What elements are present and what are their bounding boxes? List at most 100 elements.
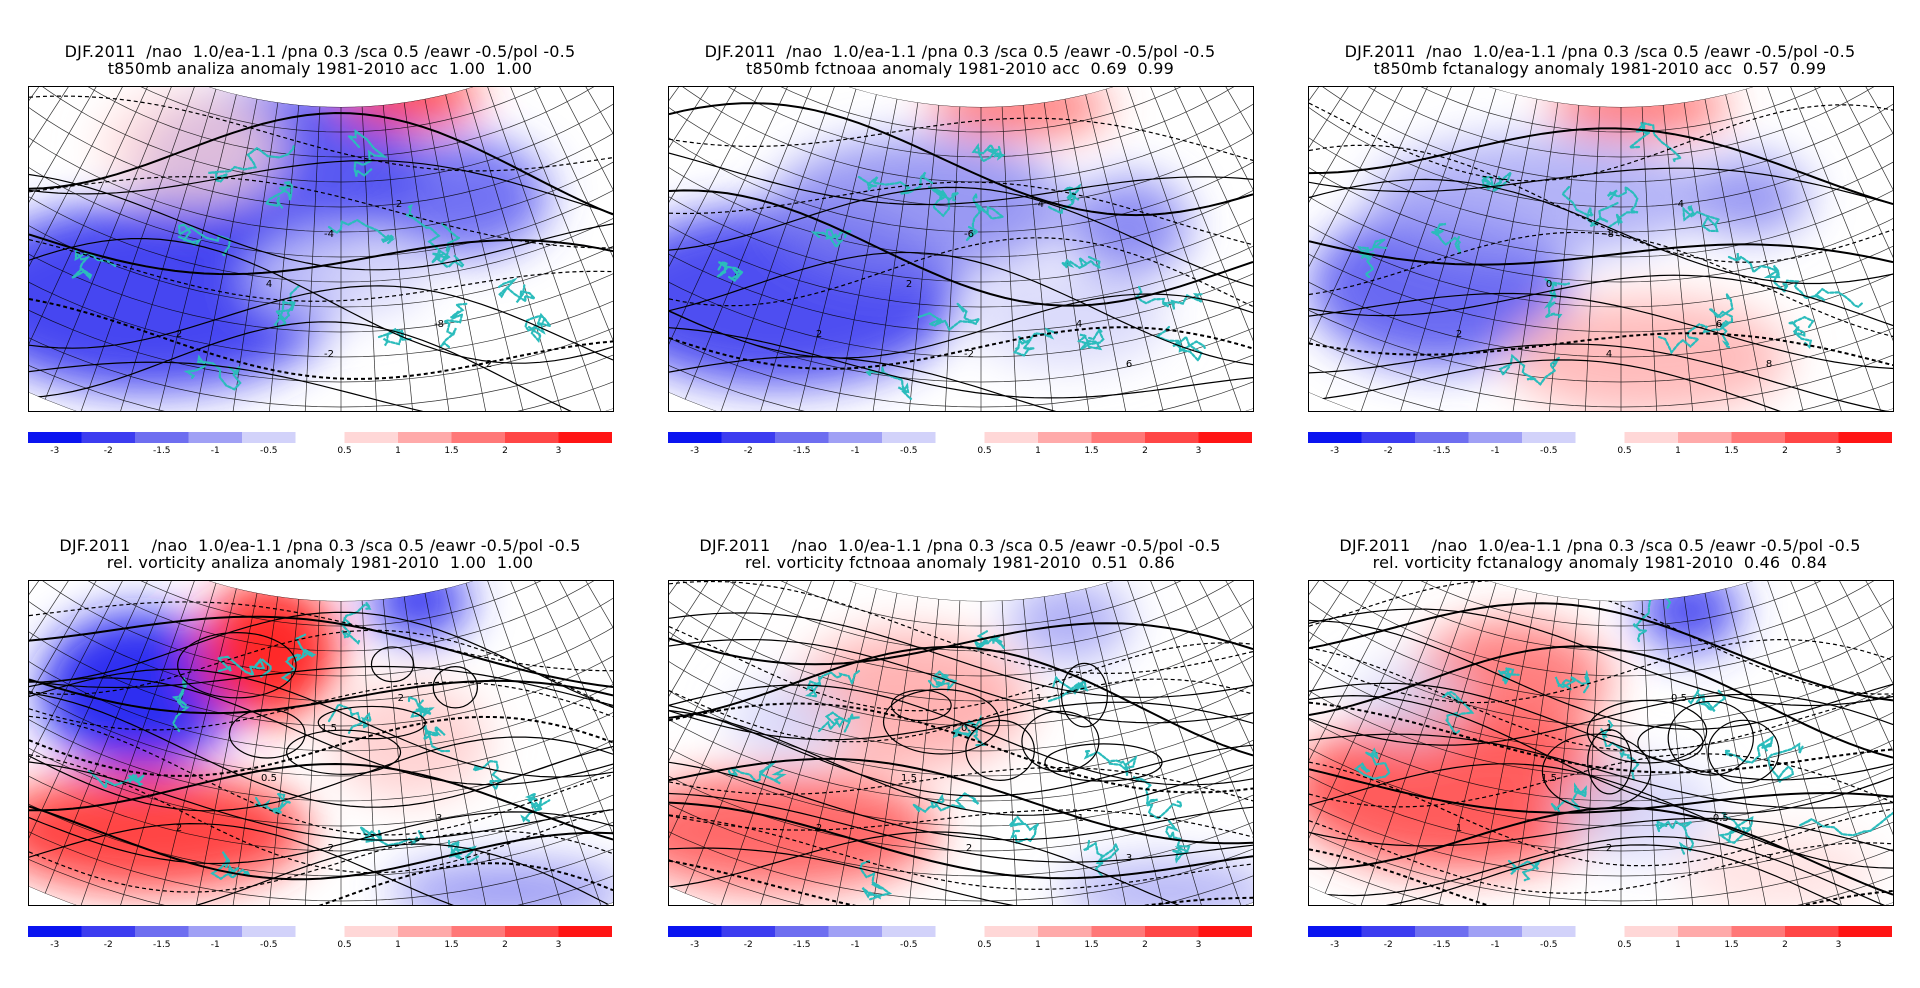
colorbar-label: 2 — [502, 940, 508, 950]
colorbar-swatch — [828, 926, 882, 937]
colorbar-swatch — [984, 432, 1038, 443]
map-panel: DJF.2011 /nao 1.0/ea-1.1 /pna 0.3 /sca 0… — [0, 494, 640, 988]
contour-label: 2 — [816, 329, 822, 340]
map-frame: 0.5 1 1.5 2 -1 3 2 — [668, 580, 1254, 906]
anomaly-region — [29, 771, 309, 891]
colorbar-swatch — [775, 926, 829, 937]
contour-label: -4 — [1674, 199, 1684, 210]
map-plot: 1 0.5 1.5 2 -0.5 3 1 — [1309, 581, 1893, 905]
contour-label: -4 — [1034, 199, 1044, 210]
colorbar-swatch — [1468, 926, 1522, 937]
colorbar-label: 3 — [1195, 940, 1202, 950]
anomaly-region — [199, 581, 339, 721]
map-panel: DJF.2011 /nao 1.0/ea-1.1 /pna 0.3 /sca 0… — [1280, 0, 1920, 494]
colorbar-label: 2 — [502, 446, 508, 456]
colorbar-swatch — [1678, 432, 1732, 443]
colorbar-label: -2 — [743, 940, 753, 950]
contour-lines — [669, 102, 1253, 411]
colorbar-swatch — [1198, 432, 1252, 443]
map-panel: DJF.2011 /nao 1.0/ea-1.1 /pna 0.3 /sca 0… — [640, 0, 1280, 494]
colorbar-label: -2 — [103, 446, 113, 456]
map-plot: -4 2 4 -2 -8 2 2 — [29, 87, 613, 411]
colorbar-label: -0.5 — [259, 940, 278, 950]
anomaly-region — [929, 87, 1109, 137]
contour-label: 2 — [1456, 329, 1462, 340]
colorbar-swatches — [668, 926, 1252, 937]
colorbar-label: 1.5 — [444, 940, 459, 950]
contour-label: -2 — [394, 693, 404, 704]
colorbar-swatch — [398, 926, 452, 937]
colorbar-swatch — [558, 926, 612, 937]
anomaly-region — [669, 771, 939, 891]
contour-label: 0.5 — [961, 723, 977, 734]
colorbar-label: -2 — [1383, 940, 1393, 950]
colorbar-swatch — [1038, 926, 1092, 937]
colorbar: -3 -2 -1.5 -1 -0.5 0.5 1 1.5 2 3 — [668, 432, 1252, 466]
colorbar-label: -3 — [690, 940, 700, 950]
colorbar-label: 0.5 — [1617, 446, 1632, 456]
colorbar-swatch — [1678, 926, 1732, 937]
contour-label: 1 — [1036, 693, 1042, 704]
colorbar-swatch — [344, 432, 398, 443]
anomaly-region — [389, 861, 613, 905]
colorbar-swatch — [1624, 432, 1678, 443]
map-plot: -8 -4 0 4 6 8 2 — [1309, 87, 1893, 411]
contour-label: 1 — [1606, 723, 1612, 734]
contour-label: 2 — [176, 823, 182, 834]
contour-label: 2 — [966, 843, 972, 854]
contour-label: 4 — [1076, 319, 1082, 330]
colorbar-swatch — [398, 432, 452, 443]
colorbar-swatch — [882, 432, 936, 443]
map-frame: -4 2 4 -2 -8 2 2 — [28, 86, 614, 412]
colorbar-label: -0.5 — [1539, 940, 1558, 950]
panel-title-line2: rel. vorticity analiza anomaly 1981-2010… — [106, 553, 534, 572]
colorbar-swatch — [1624, 926, 1678, 937]
colorbar-label: 2 — [1142, 446, 1148, 456]
anomaly-region — [369, 581, 469, 641]
colorbar-swatch — [1838, 926, 1892, 937]
contour-label: 4 — [266, 279, 272, 290]
panel-title-line1: DJF.2011 /nao 1.0/ea-1.1 /pna 0.3 /sca 0… — [704, 42, 1216, 61]
contour-label: -1 — [1074, 813, 1084, 824]
colorbar-label: -0.5 — [899, 446, 918, 456]
colorbar-swatch — [721, 432, 775, 443]
contour-label: -8 — [434, 319, 444, 330]
contour-label: 4 — [1606, 349, 1612, 360]
anomaly-region — [729, 681, 849, 761]
colorbar-swatch — [1415, 926, 1469, 937]
contour-lines — [669, 581, 1253, 905]
anomaly-region — [1679, 831, 1879, 905]
colorbar-label: 0.5 — [1617, 940, 1632, 950]
anomaly-region — [1069, 177, 1189, 277]
map-panel: DJF.2011 /nao 1.0/ea-1.1 /pna 0.3 /sca 0… — [0, 0, 640, 494]
colorbar-label: -1 — [1490, 940, 1500, 950]
contour-label: 1.5 — [1541, 773, 1557, 784]
contour-label: 3 — [1766, 853, 1772, 864]
colorbar-swatch — [451, 432, 505, 443]
colorbar-swatch — [1308, 432, 1362, 443]
colorbar-swatch — [242, 432, 296, 443]
colorbar-label: 3 — [555, 940, 562, 950]
colorbar-label: 3 — [1835, 446, 1842, 456]
colorbar-swatch — [1361, 926, 1415, 937]
colorbar-label: 1 — [1035, 446, 1041, 456]
colorbar-label: 0.5 — [977, 940, 992, 950]
colorbar-label: -1 — [850, 446, 860, 456]
panel-title-line2: t850mb analiza anomaly 1981-2010 acc 1.0… — [107, 59, 533, 78]
anomaly-region — [1009, 581, 1129, 661]
map-panel: DJF.2011 /nao 1.0/ea-1.1 /pna 0.3 /sca 0… — [640, 494, 1280, 988]
coastlines — [727, 630, 1191, 901]
colorbar-swatch — [1091, 432, 1145, 443]
colorbar-swatch — [135, 432, 189, 443]
colorbar-swatch — [1522, 926, 1576, 937]
colorbar-label: 1.5 — [1084, 446, 1099, 456]
contour-label: 1 — [1456, 823, 1462, 834]
anomaly-region — [1559, 761, 1719, 861]
contour-lines — [29, 95, 613, 411]
colorbar-swatches — [28, 432, 612, 443]
colorbar-swatch — [505, 926, 559, 937]
map-domain — [29, 581, 613, 905]
colorbar-swatch — [1415, 432, 1469, 443]
anomaly-region — [1639, 581, 1739, 651]
